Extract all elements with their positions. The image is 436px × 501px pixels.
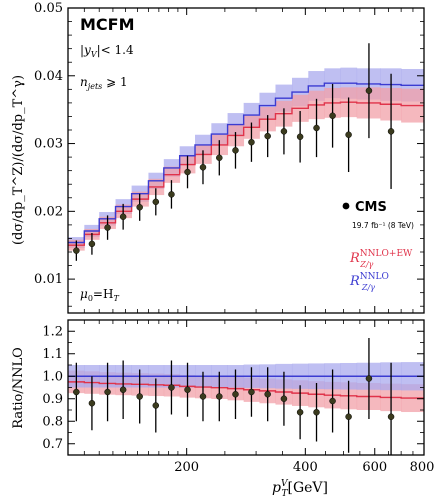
- top-series-line-1: [68, 82, 424, 244]
- top-data-point: [104, 224, 111, 231]
- top-y-tick-label: 0.04: [34, 69, 63, 84]
- top-data-point: [264, 132, 271, 140]
- bottom-data-point: [199, 393, 207, 400]
- bottom-points: [73, 338, 395, 455]
- x-axis-label: pV T[GeV]: [272, 479, 328, 499]
- bottom-data-point: [264, 391, 271, 398]
- legend-cms-marker: [342, 202, 350, 210]
- bottom-data-point: [313, 409, 320, 416]
- bottom-data-point: [216, 393, 223, 400]
- bottom-data-point: [184, 386, 191, 393]
- top-x-ticks: [67, 8, 425, 313]
- bottom-data-point: [136, 393, 143, 400]
- bottom-data-point: [365, 375, 373, 382]
- bottom-data-point: [248, 388, 255, 396]
- title-mcfm: MCFM: [80, 15, 135, 34]
- top-y-tick-label: 0.02: [34, 204, 63, 219]
- top-data-point: [73, 247, 80, 254]
- bottom-data-point: [329, 397, 336, 405]
- top-data-point: [216, 154, 223, 162]
- bottom-y-ticks: 0.7 0.8 0.9 1.0 1.1 1.2: [42, 324, 424, 452]
- top-data-point: [199, 164, 207, 171]
- x-tick-label: 800: [410, 460, 435, 475]
- top-data-point: [365, 87, 373, 94]
- legend-nnlo-ew: RNNLO+EW Z/γ: [349, 249, 413, 269]
- top-points: [73, 43, 395, 261]
- bottom-data-point: [296, 409, 304, 416]
- bottom-data-point: [387, 413, 395, 420]
- top-y-tick-label: 0.03: [34, 137, 63, 152]
- top-data-point: [387, 128, 395, 135]
- scale-choice: μ0=HT: [80, 287, 119, 303]
- njets-cut: njets ⩾ 1: [80, 75, 128, 91]
- top-panel: 0.01 0.02 0.03 0.04 0.05 MCFM |yV|< 1.4 njet…: [11, 1, 425, 314]
- top-data-point: [119, 213, 127, 221]
- bottom-data-point: [345, 413, 352, 420]
- top-data-point: [88, 240, 96, 248]
- bottom-data-point: [152, 402, 160, 409]
- bottom-y-tick-label: 0.8: [42, 414, 63, 429]
- bottom-data-point: [88, 400, 96, 407]
- bottom-y-tick-label: 0.9: [42, 392, 63, 407]
- top-data-point: [329, 112, 336, 120]
- x-tick-label: 400: [293, 460, 318, 475]
- bottom-data-point: [119, 386, 127, 393]
- bottom-data-point: [168, 384, 175, 391]
- bottom-x-ticks: 200 400 600 800: [67, 320, 435, 475]
- top-data-point: [248, 138, 255, 146]
- top-data-point: [296, 133, 304, 141]
- top-y-axis-label: (dσ/dp_T^Z)/(dσ/dp_T^γ): [11, 75, 26, 245]
- top-y-tick-label: 0.01: [34, 272, 63, 287]
- legend-nnlo: RNNLO Z/γ: [349, 272, 389, 292]
- top-data-point: [168, 191, 175, 198]
- bottom-data-point: [73, 388, 80, 396]
- x-tick-label: 600: [362, 460, 387, 475]
- top-data-point: [152, 198, 160, 206]
- top-data-point: [280, 128, 288, 135]
- top-data-point: [345, 131, 352, 138]
- rapidity-cut: |yV|< 1.4: [80, 43, 134, 59]
- bottom-data-point: [232, 391, 239, 398]
- bottom-data-point: [104, 388, 111, 396]
- bottom-y-tick-label: 1.2: [42, 324, 63, 339]
- top-y-tick-label: 0.05: [34, 1, 63, 16]
- bottom-y-tick-label: 1.1: [42, 347, 63, 362]
- x-tick-label: 200: [174, 460, 199, 475]
- legend-cms-lumi: 19.7 fb⁻¹ (8 TeV): [352, 221, 414, 230]
- top-data-point: [136, 204, 143, 211]
- top-data-point: [313, 124, 320, 132]
- top-data-point: [184, 168, 191, 176]
- top-y-ticks: 0.01 0.02 0.03 0.04 0.05: [34, 1, 424, 307]
- bottom-panel: 0.7 0.8 0.9 1.0 1.1 1.2 200 400 600 800 Ratio/NN…: [11, 319, 435, 499]
- top-data-point: [232, 147, 239, 154]
- bottom-y-tick-label: 1.0: [42, 369, 63, 384]
- bottom-y-tick-label: 0.7: [42, 437, 63, 452]
- bottom-data-point: [280, 395, 288, 402]
- top-plot-frame: [67, 7, 425, 314]
- bottom-y-axis-label: Ratio/NNLO: [11, 347, 26, 428]
- legend-cms-label: CMS: [355, 200, 387, 215]
